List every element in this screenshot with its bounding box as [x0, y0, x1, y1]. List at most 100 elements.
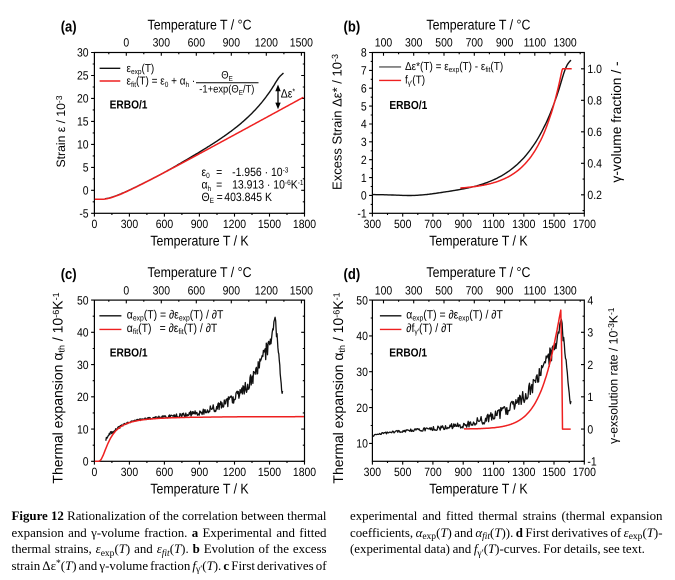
svg-text:ERBO/1: ERBO/1: [389, 346, 427, 359]
svg-text:403.845 K: 403.845 K: [224, 190, 272, 204]
svg-text:Temperature T / K: Temperature T / K: [150, 482, 249, 498]
svg-text:600: 600: [156, 217, 174, 231]
svg-text:ERBO/1: ERBO/1: [389, 99, 427, 112]
svg-text:300: 300: [405, 36, 423, 50]
svg-text:εfit​(T) = ε0​ + αh​ ·: εfit​(T) = ε0​ + αh​ ·: [127, 76, 196, 89]
svg-text:1700: 1700: [573, 217, 597, 231]
svg-text:Strain ε / 10-3​: Strain ε / 10-3​: [54, 95, 68, 167]
svg-text:1300: 1300: [512, 465, 536, 479]
svg-text:1500: 1500: [258, 217, 282, 231]
svg-text:100: 100: [375, 283, 393, 297]
svg-text:0.8: 0.8: [587, 94, 602, 108]
svg-text:Temperature T / °C: Temperature T / °C: [148, 18, 252, 34]
svg-text:30: 30: [77, 46, 89, 60]
svg-text:0.6: 0.6: [587, 125, 602, 139]
svg-text:=: =: [216, 165, 222, 179]
svg-text:-1+exp(ΘE​/T): -1+exp(ΘE​/T): [199, 84, 254, 97]
svg-text:(c): (c): [61, 266, 77, 283]
svg-text:(b): (b): [344, 18, 361, 35]
svg-text:1.0: 1.0: [587, 62, 602, 76]
svg-text:γ-exsolution rate / 10-3​K-1​: γ-exsolution rate / 10-3​K-1​: [606, 307, 620, 444]
svg-text:500: 500: [435, 283, 453, 297]
svg-text:1100: 1100: [482, 217, 505, 231]
svg-text:3: 3: [587, 326, 593, 340]
svg-text:4: 4: [587, 293, 593, 307]
svg-text:5: 5: [361, 99, 367, 113]
svg-text:αexp​(T) = ∂εexp​(T) / ∂T: αexp​(T) = ∂εexp​(T) / ∂T: [406, 307, 503, 322]
svg-text:Temperature T / °C: Temperature T / °C: [426, 18, 530, 34]
svg-text:900: 900: [191, 217, 209, 231]
svg-text:900: 900: [496, 36, 514, 50]
svg-text:1100: 1100: [524, 283, 547, 297]
svg-text:300: 300: [405, 283, 423, 297]
svg-text:100: 100: [375, 36, 393, 50]
svg-text:500: 500: [435, 36, 453, 50]
svg-text:900: 900: [455, 465, 473, 479]
svg-text:εexp​(T): εexp​(T): [127, 63, 155, 76]
svg-text:2: 2: [361, 153, 367, 167]
svg-text:Temperature T / K: Temperature T / K: [429, 233, 528, 249]
svg-text:0: 0: [587, 422, 593, 436]
svg-text:αexp​(T) = ∂εexp​(T) / ∂T: αexp​(T) = ∂εexp​(T) / ∂T: [127, 307, 224, 322]
svg-text:2: 2: [587, 358, 593, 372]
svg-text:500: 500: [394, 217, 412, 231]
svg-text:40: 40: [77, 326, 89, 340]
svg-text:-1: -1: [587, 455, 597, 469]
svg-text:-1.956 · 10-3​: -1.956 · 10-3​: [232, 165, 288, 179]
svg-text:1800: 1800: [293, 465, 317, 479]
svg-text:300: 300: [153, 283, 171, 297]
svg-text:20: 20: [356, 401, 368, 415]
svg-text:ERBO/1: ERBO/1: [110, 346, 148, 359]
svg-text:700: 700: [466, 283, 484, 297]
svg-text:300: 300: [364, 217, 382, 231]
svg-text:700: 700: [424, 465, 442, 479]
svg-text:0: 0: [91, 465, 97, 479]
svg-text:300: 300: [121, 465, 139, 479]
svg-text:Temperature T / °C: Temperature T / °C: [426, 265, 530, 281]
svg-text:1: 1: [361, 171, 367, 185]
svg-text:300: 300: [121, 217, 139, 231]
svg-text:1200: 1200: [255, 36, 279, 50]
svg-text:3: 3: [361, 135, 367, 149]
svg-text:1700: 1700: [573, 465, 597, 479]
svg-text:6: 6: [361, 81, 367, 95]
svg-text:30: 30: [77, 358, 89, 372]
svg-text:500: 500: [394, 465, 412, 479]
svg-text:ERBO/1: ERBO/1: [110, 98, 148, 111]
svg-text:1500: 1500: [542, 217, 566, 231]
svg-text:Temperature T / K: Temperature T / K: [150, 233, 249, 249]
svg-text:0.4: 0.4: [587, 157, 602, 171]
svg-text:Δε*(T) = εexp​(T) - εfit​(T): Δε*(T) = εexp​(T) - εfit​(T): [405, 61, 503, 74]
svg-text:1300: 1300: [553, 36, 577, 50]
svg-text:1100: 1100: [482, 465, 505, 479]
svg-text:1200: 1200: [223, 465, 247, 479]
svg-text:(a): (a): [61, 18, 77, 35]
svg-text:1100: 1100: [524, 36, 547, 50]
svg-text:1500: 1500: [290, 283, 314, 297]
svg-text:7: 7: [361, 64, 367, 78]
svg-text:Temperature T / K: Temperature T / K: [429, 482, 528, 498]
svg-text:-1: -1: [357, 207, 367, 221]
svg-text:40: 40: [356, 329, 368, 343]
svg-text:Excess Strain Δε* / 10-3​: Excess Strain Δε* / 10-3​: [330, 54, 345, 190]
svg-text:1300: 1300: [512, 217, 536, 231]
svg-text:Thermal expansion αth​ / 10-6: Thermal expansion αth​ / 10-6​K-1​: [49, 292, 66, 483]
svg-text:Temperature T / °C: Temperature T / °C: [148, 265, 252, 281]
svg-text:30: 30: [356, 365, 368, 379]
svg-text:1200: 1200: [255, 283, 279, 297]
svg-text:1800: 1800: [293, 217, 317, 231]
svg-text:4: 4: [361, 117, 367, 131]
svg-text:20: 20: [77, 390, 89, 404]
svg-text:600: 600: [188, 36, 206, 50]
svg-text:γ-volume fraction / -: γ-volume fraction / -: [609, 61, 624, 182]
svg-text:0.2: 0.2: [587, 188, 602, 202]
svg-text:15: 15: [77, 115, 89, 129]
svg-text:-5: -5: [79, 207, 89, 221]
svg-text:ΘE​: ΘE​: [202, 190, 214, 205]
svg-text:300: 300: [364, 465, 382, 479]
svg-text:10: 10: [356, 437, 368, 451]
svg-text:∂fγ′​(T) / ∂T: ∂fγ′​(T) / ∂T: [406, 321, 453, 336]
svg-text:αh​: αh​: [202, 178, 212, 193]
svg-text:=: =: [216, 178, 222, 192]
svg-text:Thermal expansion αth​ / 10-6: Thermal expansion αth​ / 10-6​K-1​: [330, 292, 347, 483]
